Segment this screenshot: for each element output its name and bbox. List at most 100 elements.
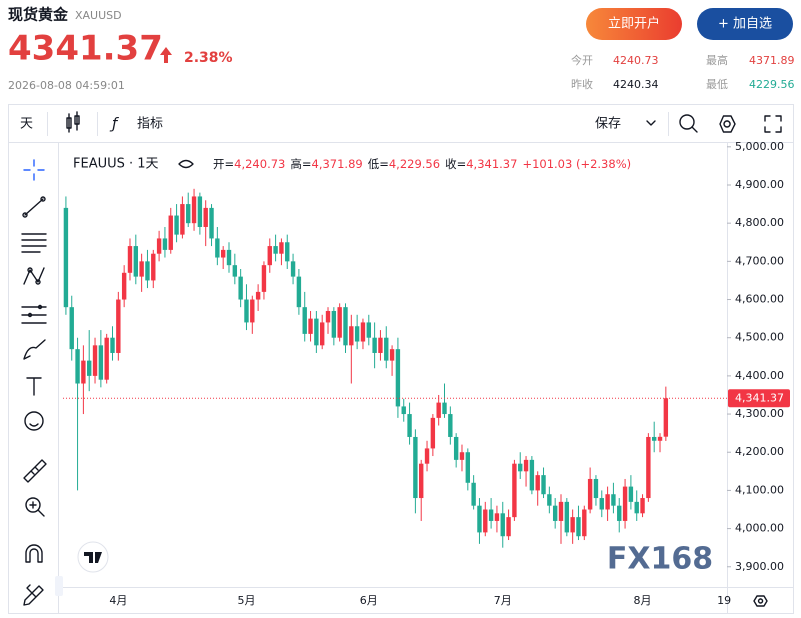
collapse-tab[interactable]: [55, 576, 63, 596]
candle-body: [116, 299, 121, 353]
candle-body: [477, 505, 482, 533]
add-watch-button[interactable]: [697, 8, 793, 40]
fullscreen-icon[interactable]: [764, 115, 782, 133]
candle-body: [628, 486, 634, 502]
interval[interactable]: 天: [20, 117, 33, 132]
candle-body: [87, 360, 92, 376]
x-tick-label: 5月: [237, 594, 255, 607]
candle-body: [541, 475, 546, 495]
candle-body: [419, 463, 424, 499]
stat-value: 4240.34: [613, 78, 659, 91]
y-tick-label: 4,600.00: [735, 293, 784, 306]
add-watch-label[interactable]: + 加自选: [718, 17, 772, 32]
candle-body: [564, 501, 570, 533]
candle-body: [110, 337, 115, 353]
chart-frame: [8, 104, 794, 614]
candle-body: [384, 337, 389, 361]
up-arrow: [160, 47, 172, 63]
candle-body: [308, 318, 313, 334]
candle-body: [494, 513, 500, 521]
snapshot-icon[interactable]: [679, 114, 698, 133]
save-menu[interactable]: [646, 120, 656, 126]
candle-body: [145, 261, 150, 281]
candle-body: [191, 196, 197, 224]
y-tick-label: 4,100.00: [735, 483, 784, 496]
candle-body: [465, 452, 471, 483]
candle-body: [453, 436, 459, 460]
y-tick-label: 4,800.00: [735, 216, 784, 229]
candle-body: [424, 448, 430, 464]
x-tick-label: 6月: [360, 594, 378, 607]
stat-value: 4371.89: [749, 54, 795, 67]
candle-body: [98, 345, 104, 380]
axis-settings[interactable]: [753, 595, 768, 607]
legend-label: 开=: [213, 157, 234, 171]
candle-body: [186, 204, 191, 224]
y-tick-label: 4,900.00: [735, 178, 784, 191]
candle-body: [267, 246, 272, 266]
candle-body: [139, 261, 144, 277]
candle-icon[interactable]: [66, 111, 80, 133]
candle-body: [448, 414, 453, 437]
candle-body: [180, 204, 185, 235]
candle-body: [151, 253, 156, 281]
candle-body: [215, 238, 220, 258]
candle-body: [226, 249, 232, 266]
change: 2.38%: [184, 50, 233, 66]
candle-body: [459, 452, 465, 460]
candle-body: [349, 326, 354, 346]
candle-body: [232, 265, 238, 277]
x-tick-label: 7月: [494, 594, 512, 607]
candle-body: [582, 509, 587, 537]
candle-body: [483, 509, 488, 533]
candle-body: [69, 307, 74, 350]
candle-body: [401, 406, 406, 415]
code: XAUUSD: [75, 9, 122, 22]
candle-body: [547, 494, 552, 506]
timestamp: 2026-08-08 04:59:01: [8, 79, 125, 92]
candle-body: [413, 436, 418, 499]
tv-logo-mark: [84, 552, 102, 563]
y-tick-label: 5,000.00: [735, 140, 784, 153]
legend-value: 4,341.37: [466, 157, 517, 171]
open-account-label[interactable]: 立即开户: [608, 16, 660, 32]
candle-body: [209, 207, 214, 239]
candle-body: [512, 463, 517, 518]
save[interactable]: 保存: [595, 117, 621, 132]
drawing-tools[interactable]: [21, 159, 47, 606]
candle-body: [570, 517, 575, 533]
candle-body: [430, 417, 436, 449]
candle-body: [314, 318, 319, 346]
candle-body: [238, 276, 243, 300]
candle-body: [81, 360, 86, 384]
last-price-label: 4,341.37: [735, 391, 784, 404]
indicators[interactable]: 指标: [137, 117, 163, 132]
price: 4341.37: [8, 29, 163, 69]
candle-body: [442, 402, 447, 415]
candle-body: [407, 414, 412, 437]
fx-icon[interactable]: ƒ: [109, 115, 119, 133]
candle-body: [506, 517, 511, 537]
candle-body: [92, 345, 98, 376]
open-account-button[interactable]: [586, 8, 682, 40]
y-tick-label: 4,700.00: [735, 254, 784, 267]
candle-body: [651, 436, 657, 441]
candle-body: [617, 505, 622, 521]
candle-body: [558, 501, 564, 521]
visibility-icon[interactable]: [178, 159, 194, 169]
candle-body: [325, 310, 331, 323]
candle-body: [611, 494, 616, 506]
candle-body: [523, 459, 529, 472]
candle-body: [640, 498, 645, 514]
legend-value: 4,240.73: [234, 157, 285, 171]
candle-body: [663, 398, 669, 437]
candle-body: [174, 215, 179, 235]
legend-label: 低=: [368, 157, 389, 171]
candle-body: [168, 215, 173, 250]
candle-body: [518, 463, 523, 472]
candle-body: [587, 478, 593, 510]
candle-body: [250, 299, 255, 323]
last-price-box: [728, 389, 790, 408]
settings-icon[interactable]: [719, 115, 736, 133]
